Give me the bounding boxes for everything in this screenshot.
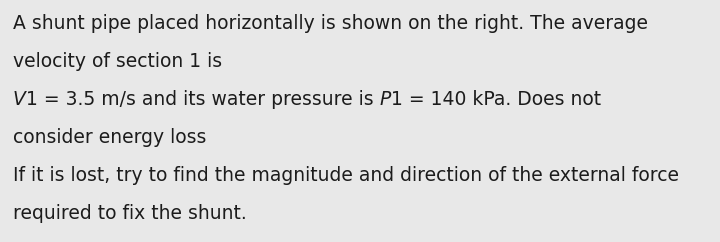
Text: If it is lost, try to find the magnitude and direction of the external force: If it is lost, try to find the magnitude…: [13, 166, 679, 185]
Text: 1 = 140 kPa. Does not: 1 = 140 kPa. Does not: [391, 90, 601, 109]
Text: V: V: [13, 90, 26, 109]
Text: consider energy loss: consider energy loss: [13, 128, 207, 147]
Text: P: P: [379, 90, 391, 109]
Text: required to fix the shunt.: required to fix the shunt.: [13, 204, 247, 223]
Text: A shunt pipe placed horizontally is shown on the right. The average: A shunt pipe placed horizontally is show…: [13, 14, 648, 33]
Text: 1 = 3.5 m/s and its water pressure is: 1 = 3.5 m/s and its water pressure is: [26, 90, 379, 109]
Text: velocity of section 1 is: velocity of section 1 is: [13, 52, 222, 71]
